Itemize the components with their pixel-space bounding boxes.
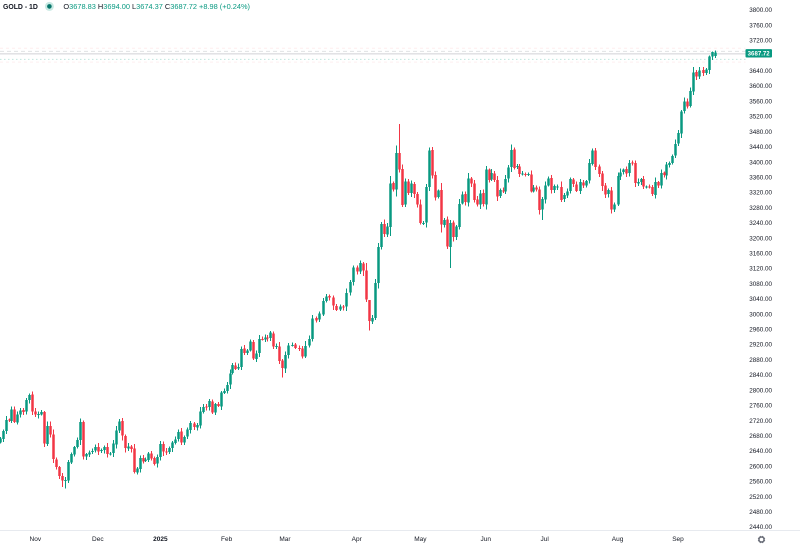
svg-text:May: May xyxy=(414,536,427,543)
svg-text:3520.00: 3520.00 xyxy=(749,114,772,121)
svg-text:3400.00: 3400.00 xyxy=(749,159,772,166)
svg-text:3200.00: 3200.00 xyxy=(749,235,772,242)
svg-text:Aug: Aug xyxy=(612,536,624,543)
svg-text:3760.00: 3760.00 xyxy=(749,22,772,29)
svg-text:2760.00: 2760.00 xyxy=(749,403,772,410)
svg-text:2880.00: 2880.00 xyxy=(749,357,772,364)
svg-text:2640.00: 2640.00 xyxy=(749,448,772,455)
svg-text:3240.00: 3240.00 xyxy=(749,220,772,227)
svg-text:2840.00: 2840.00 xyxy=(749,372,772,379)
svg-text:3120.00: 3120.00 xyxy=(749,266,772,273)
svg-text:3080.00: 3080.00 xyxy=(749,281,772,288)
svg-text:Jul: Jul xyxy=(541,536,550,543)
svg-text:2560.00: 2560.00 xyxy=(749,479,772,486)
svg-text:3600.00: 3600.00 xyxy=(749,83,772,90)
svg-text:2960.00: 2960.00 xyxy=(749,327,772,334)
svg-text:Jun: Jun xyxy=(480,536,491,543)
svg-text:2680.00: 2680.00 xyxy=(749,433,772,440)
svg-text:3160.00: 3160.00 xyxy=(749,251,772,258)
svg-text:3360.00: 3360.00 xyxy=(749,175,772,182)
svg-text:3560.00: 3560.00 xyxy=(749,98,772,105)
svg-text:3440.00: 3440.00 xyxy=(749,144,772,151)
svg-text:3687.72: 3687.72 xyxy=(748,51,771,58)
svg-text:2480.00: 2480.00 xyxy=(749,509,772,516)
svg-text:3640.00: 3640.00 xyxy=(749,68,772,75)
svg-text:Dec: Dec xyxy=(92,536,104,543)
svg-text:2720.00: 2720.00 xyxy=(749,418,772,425)
svg-text:3720.00: 3720.00 xyxy=(749,38,772,45)
svg-text:Feb: Feb xyxy=(221,536,233,543)
svg-text:2920.00: 2920.00 xyxy=(749,342,772,349)
svg-text:3280.00: 3280.00 xyxy=(749,205,772,212)
svg-text:GOLD - 1D: GOLD - 1D xyxy=(3,4,38,11)
svg-text:3040.00: 3040.00 xyxy=(749,296,772,303)
svg-text:2600.00: 2600.00 xyxy=(749,463,772,470)
svg-text:Apr: Apr xyxy=(352,536,363,543)
svg-text:2800.00: 2800.00 xyxy=(749,387,772,394)
svg-text:O3678.83 H3694.00 L3674.37 C36: O3678.83 H3694.00 L3674.37 C3687.72 +8.9… xyxy=(63,2,250,11)
svg-text:Mar: Mar xyxy=(279,536,291,543)
svg-text:2440.00: 2440.00 xyxy=(749,524,772,531)
svg-text:3800.00: 3800.00 xyxy=(749,7,772,14)
svg-text:3320.00: 3320.00 xyxy=(749,190,772,197)
svg-text:2025: 2025 xyxy=(153,536,168,543)
svg-text:2520.00: 2520.00 xyxy=(749,494,772,501)
svg-text:3480.00: 3480.00 xyxy=(749,129,772,136)
svg-text:3000.00: 3000.00 xyxy=(749,311,772,318)
svg-text:Nov: Nov xyxy=(30,536,42,543)
svg-text:Sep: Sep xyxy=(672,536,684,543)
